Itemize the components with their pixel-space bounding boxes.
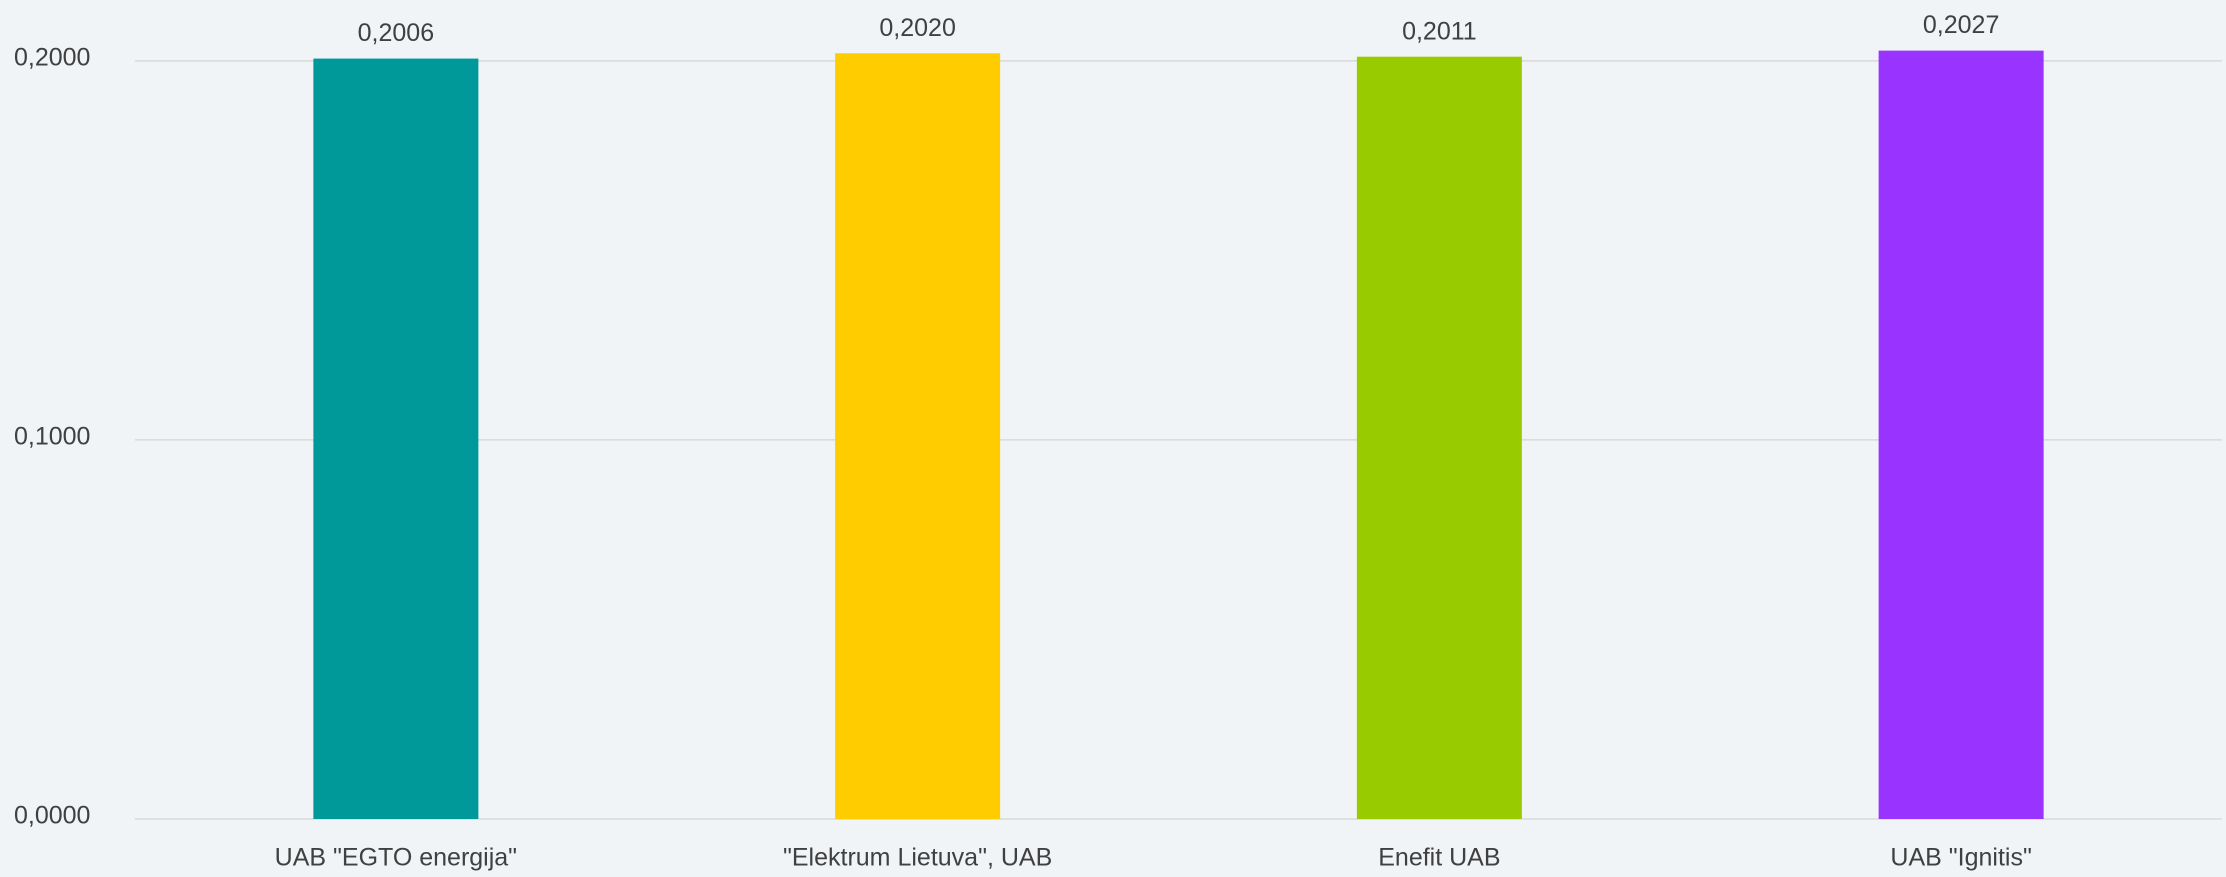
data-label: 0,2020 xyxy=(879,14,955,42)
bar xyxy=(1356,56,1522,820)
y-tick-label: 0,1000 xyxy=(14,423,90,451)
data-label: 0,2006 xyxy=(358,19,434,47)
x-tick-label: UAB "Ignitis" xyxy=(1890,844,2031,872)
x-tick-label: UAB "EGTO energija" xyxy=(275,844,517,872)
x-tick-label: Enefit UAB xyxy=(1378,844,1500,872)
y-tick-label: 0,0000 xyxy=(14,802,90,830)
data-label: 0,2011 xyxy=(1402,17,1477,45)
bar xyxy=(1878,50,2044,819)
bar xyxy=(835,53,1001,820)
x-tick-label: "Elektrum Lietuva", UAB xyxy=(783,844,1052,872)
bar xyxy=(313,58,479,819)
y-tick-label: 0,2000 xyxy=(14,43,90,71)
data-label: 0,2027 xyxy=(1923,11,1999,39)
